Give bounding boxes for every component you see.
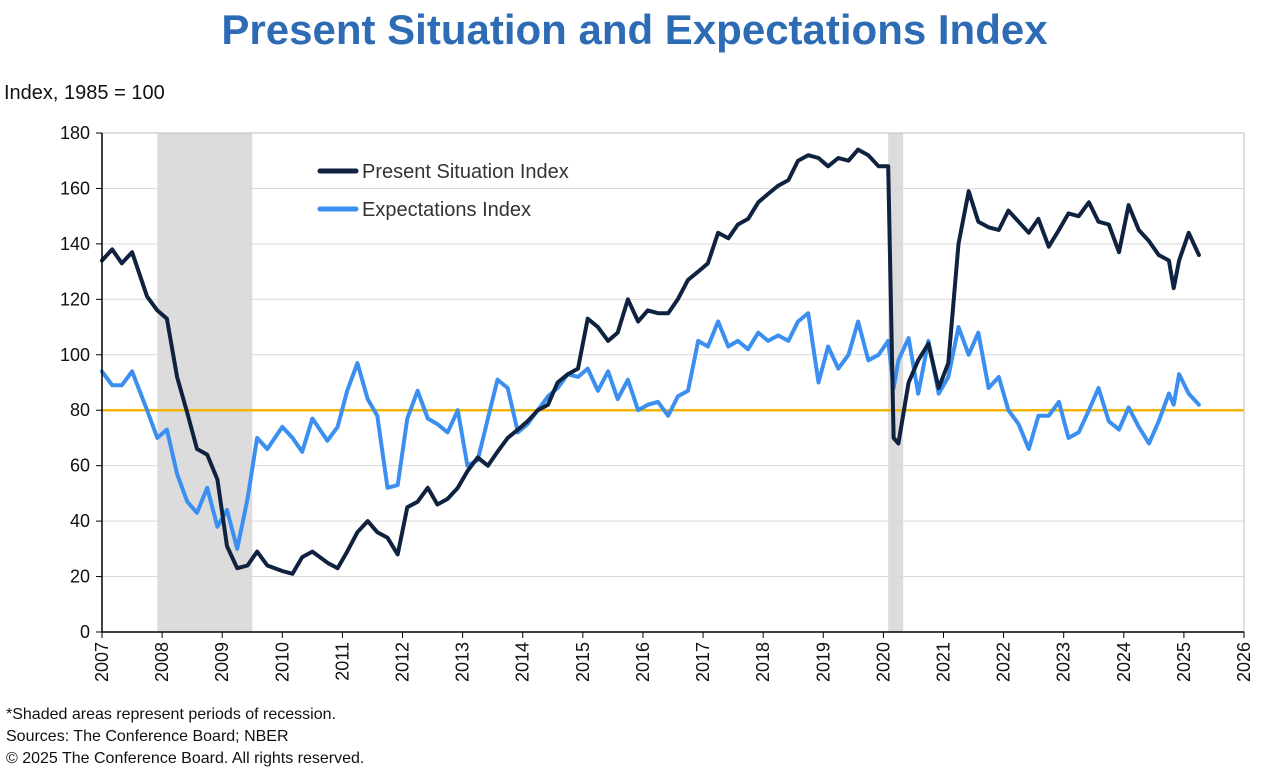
y-tick-label: 60: [70, 456, 90, 476]
axis-layer: 0 20 40 60 80 100 120 140 160 180 2007 2008 2009 2010…: [60, 123, 1254, 682]
y-tick-label: 120: [60, 289, 90, 309]
x-tick-label: 2011: [332, 642, 352, 681]
plot-frame: [101, 132, 1245, 633]
x-tick-label: 2008: [152, 642, 172, 682]
x-tick-label: 2007: [92, 642, 112, 682]
y-tick-label: 40: [70, 511, 90, 531]
x-tick-label: 2021: [933, 642, 953, 682]
x-tick-label: 2023: [1054, 642, 1074, 682]
recession-layer: [157, 133, 904, 632]
x-tick-label: 2025: [1174, 642, 1194, 682]
y-axis-label: Index, 1985 = 100: [4, 82, 165, 104]
chart-title: Present Situation and Expectations Index: [221, 6, 1048, 53]
legend: Present Situation Index Expectations Inde…: [308, 154, 608, 226]
x-tick-label: 2026: [1234, 642, 1254, 682]
x-tick-label: 2020: [873, 642, 893, 682]
x-tick-label: 2012: [393, 642, 413, 682]
recession-footnote: *Shaded areas represent periods of reces…: [6, 706, 336, 723]
y-tick-label: 180: [60, 123, 90, 143]
y-tick-label: 100: [60, 345, 90, 365]
x-tick-label: 2015: [573, 642, 593, 682]
y-tick-label: 20: [70, 567, 90, 587]
y-tick-label: 140: [60, 234, 90, 254]
sources-footnote: Sources: The Conference Board; NBER: [6, 728, 289, 745]
y-tick-label: 80: [70, 400, 90, 420]
x-tick-label: 2009: [212, 642, 232, 682]
y-tick-label: 0: [80, 622, 90, 642]
x-tick-label: 2024: [1114, 642, 1134, 682]
chart-svg: 0 20 40 60 80 100 120 140 160 180 2007 2008 2009 2010…: [60, 123, 1254, 682]
present-situation-line: [100, 147, 1201, 576]
x-tick-label: 2010: [272, 642, 292, 682]
legend-present-situation-label: Present Situation Index: [362, 161, 569, 183]
x-tick-label: 2016: [633, 642, 653, 682]
recession-band: [157, 133, 253, 632]
copyright-footnote: © 2025 The Conference Board. All rights …: [6, 750, 365, 767]
x-tick-label: 2017: [693, 642, 713, 682]
y-tick-label: 160: [60, 178, 90, 198]
x-tick-label: 2018: [753, 642, 773, 682]
x-tick-label: 2022: [994, 642, 1014, 682]
expectations-line: [100, 311, 1201, 551]
series-layer: [100, 147, 1201, 576]
x-tick-label: 2014: [513, 642, 533, 682]
x-tick-label: 2019: [813, 642, 833, 682]
grid-layer: [102, 132, 1244, 578]
x-tick-label: 2013: [453, 642, 473, 682]
legend-expectations-label: Expectations Index: [362, 199, 531, 221]
